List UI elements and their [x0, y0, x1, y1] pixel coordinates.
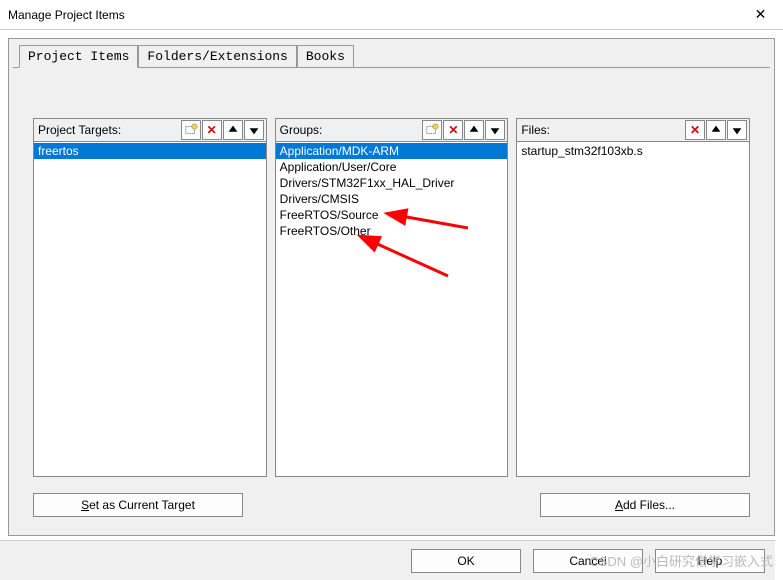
list-item[interactable]: startup_stm32f103xb.s — [517, 143, 749, 159]
files-label: Files: — [521, 123, 684, 137]
tab-books[interactable]: Books — [297, 45, 354, 67]
list-item[interactable]: freertos — [34, 143, 266, 159]
targets-down-icon[interactable] — [244, 120, 264, 140]
tab-project-items[interactable]: Project Items — [19, 45, 138, 68]
list-item[interactable]: Application/MDK-ARM — [276, 143, 508, 159]
title-bar: Manage Project Items ✕ — [0, 0, 783, 30]
add-files-button[interactable]: Add Files... — [540, 493, 750, 517]
list-item[interactable]: FreeRTOS/Other — [276, 223, 508, 239]
groups-down-icon[interactable] — [485, 120, 505, 140]
panel-groups: Groups: ✕ Application/MDK-ARM Applicatio… — [275, 118, 509, 477]
list-item[interactable]: FreeRTOS/Source — [276, 207, 508, 223]
groups-list[interactable]: Application/MDK-ARM Application/User/Cor… — [275, 142, 509, 477]
list-item[interactable]: Drivers/CMSIS — [276, 191, 508, 207]
window-title: Manage Project Items — [8, 8, 738, 22]
tab-folders-extensions[interactable]: Folders/Extensions — [138, 45, 296, 67]
targets-new-icon[interactable] — [181, 120, 201, 140]
panel-files: Files: ✕ startup_stm32f103xb.s — [516, 118, 750, 477]
groups-new-icon[interactable] — [422, 120, 442, 140]
btn-rest: et as Current Target — [89, 498, 195, 512]
files-list[interactable]: startup_stm32f103xb.s — [516, 142, 750, 477]
list-item[interactable]: Application/User/Core — [276, 159, 508, 175]
groups-label: Groups: — [280, 123, 422, 137]
dialog-button-bar: OK Cancel Help — [0, 540, 775, 580]
btn-rest: dd Files... — [623, 498, 675, 512]
files-delete-icon[interactable]: ✕ — [685, 120, 705, 140]
tab-body: Project Targets: ✕ freertos Groups: ✕ — [13, 67, 770, 533]
dialog-content: Project Items Folders/Extensions Books P… — [8, 38, 775, 536]
panel-targets: Project Targets: ✕ freertos — [33, 118, 267, 477]
help-button[interactable]: Help — [655, 549, 765, 573]
cancel-button[interactable]: Cancel — [533, 549, 643, 573]
groups-up-icon[interactable] — [464, 120, 484, 140]
files-down-icon[interactable] — [727, 120, 747, 140]
ok-button[interactable]: OK — [411, 549, 521, 573]
targets-delete-icon[interactable]: ✕ — [202, 120, 222, 140]
set-current-target-button[interactable]: Set as Current Target — [33, 493, 243, 517]
targets-list[interactable]: freertos — [33, 142, 267, 477]
list-item[interactable]: Drivers/STM32F1xx_HAL_Driver — [276, 175, 508, 191]
targets-up-icon[interactable] — [223, 120, 243, 140]
files-up-icon[interactable] — [706, 120, 726, 140]
tab-strip: Project Items Folders/Extensions Books — [9, 39, 774, 67]
close-button[interactable]: ✕ — [738, 0, 783, 30]
targets-label: Project Targets: — [38, 123, 180, 137]
groups-delete-icon[interactable]: ✕ — [443, 120, 463, 140]
